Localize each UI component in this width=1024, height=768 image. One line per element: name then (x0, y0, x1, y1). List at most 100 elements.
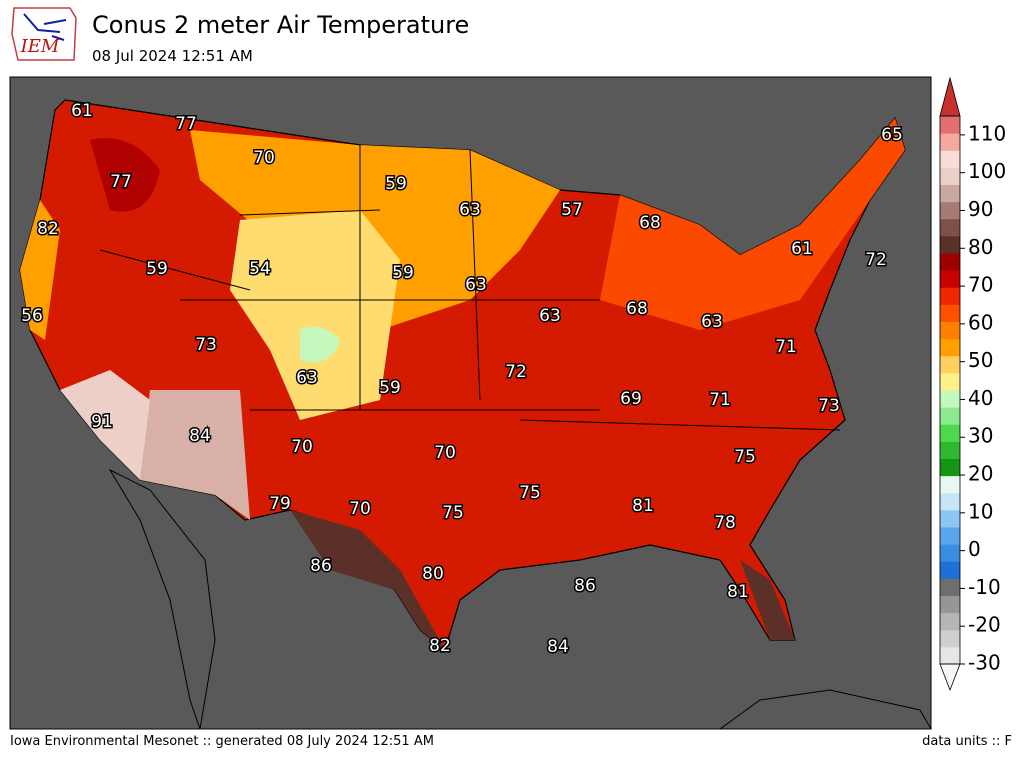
temperature-label: 70 (434, 443, 456, 463)
colorbar-segment (940, 458, 960, 477)
colorbar-tick-label: 70 (968, 273, 993, 297)
temperature-label: 84 (189, 426, 211, 446)
colorbar-tick-label: 60 (968, 310, 993, 334)
temperature-label: 79 (269, 494, 291, 514)
colorbar-tick-label: 10 (968, 499, 993, 523)
title: Conus 2 meter Air Temperature (92, 11, 469, 39)
colorbar-segment (940, 116, 960, 134)
colorbar-segment (940, 629, 960, 648)
temperature-label: 61 (71, 101, 93, 121)
temperature-label: 75 (442, 503, 464, 523)
temperature-label: 72 (505, 362, 527, 382)
temperature-label: 78 (714, 513, 736, 533)
colorbar-segment (940, 578, 960, 596)
temperature-label: 70 (253, 148, 275, 168)
logo: IEM (11, 7, 77, 61)
colorbar-tick-label: 50 (968, 348, 993, 372)
colorbar-segment (940, 355, 960, 374)
colorbar-segment (940, 201, 960, 220)
temperature-label: 75 (734, 447, 756, 467)
temperature-label: 77 (175, 114, 197, 134)
colorbar-tick-label: 110 (968, 121, 1006, 145)
colorbar-tick-label: -30 (968, 651, 1001, 675)
colorbar-segment (940, 338, 960, 357)
temperature-label: 84 (547, 637, 569, 657)
colorbar-frame (939, 115, 961, 665)
colorbar-over (939, 76, 961, 117)
colorbar-under (939, 663, 961, 692)
colorbar-segment (940, 407, 960, 425)
colorbar-segment (940, 270, 960, 288)
colorbar-segment (940, 441, 960, 459)
colorbar-segment (940, 287, 960, 305)
temperature-label: 81 (727, 582, 749, 602)
temperature-label: 63 (459, 200, 481, 220)
temperature-label: 65 (881, 125, 903, 145)
map (19, 99, 932, 730)
footer-left: Iowa Environmental Mesonet :: generated … (10, 734, 434, 749)
temperature-label: 59 (146, 259, 168, 279)
colorbar-tick-label: 80 (968, 235, 993, 259)
colorbar-segment (940, 492, 960, 511)
subtitle: 08 Jul 2024 12:51 AM (92, 47, 253, 65)
temperature-label: 77 (110, 172, 132, 192)
colorbar-tick-label: 30 (968, 424, 993, 448)
temperature-label: 63 (465, 275, 487, 295)
temperature-label: 59 (392, 263, 414, 283)
temperature-label: 81 (632, 496, 654, 516)
colorbar-segment (940, 509, 960, 528)
colorbar-segment (940, 527, 960, 545)
temperature-label: 68 (639, 213, 661, 233)
temperature-label: 54 (249, 259, 271, 279)
colorbar-segment (940, 595, 960, 614)
temperature-label: 80 (422, 564, 444, 584)
colorbar-segment (940, 150, 960, 168)
colorbar-tick-label: 90 (968, 197, 993, 221)
temperature-label: 56 (21, 306, 43, 326)
temperature-label: 86 (310, 556, 332, 576)
temperature-label: 71 (709, 390, 731, 410)
footer-right: data units :: F (922, 734, 1012, 749)
logo-text: IEM (20, 36, 60, 57)
temperature-label: 69 (620, 389, 642, 409)
colorbar-segment (940, 646, 960, 665)
temperature-label: 82 (429, 636, 451, 656)
colorbar-segment (940, 235, 960, 254)
temperature-label: 63 (539, 306, 561, 326)
temperature-label: 73 (195, 335, 217, 355)
colorbar-tick-label: 40 (968, 386, 993, 410)
colorbar-segment (940, 424, 960, 442)
colorbar-segment (940, 390, 960, 408)
temperature-label: 72 (865, 250, 887, 270)
colorbar-segment (940, 133, 960, 151)
temperature-labels: 61 77 70 59 63 57 68 65 77 82 59 54 59 63 61 72 56 73 63 63… (20, 100, 905, 659)
temperature-label: 70 (291, 437, 313, 457)
colorbar-tick-label: -10 (968, 575, 1001, 599)
colorbar-segment (940, 372, 960, 391)
temperature-label: 59 (385, 174, 407, 194)
temperature-label: 82 (37, 219, 59, 239)
temperature-label: 61 (791, 239, 813, 259)
colorbar-segment (940, 218, 960, 237)
colorbar-tick-label: 100 (968, 159, 1006, 183)
colorbar-segment (940, 184, 960, 203)
temperature-label: 71 (775, 337, 797, 357)
colorbar: -30 -20 -10 0 10 20 30 40 50 60 70 80 90 100 110 (939, 76, 1006, 692)
colorbar-tick-label: -20 (968, 613, 1001, 637)
colorbar-tick-label: 20 (968, 462, 993, 486)
colorbar-segment (940, 304, 960, 322)
colorbar-tick-label: 0 (968, 537, 981, 561)
temperature-label: 57 (561, 200, 583, 220)
colorbar-segment (940, 612, 960, 631)
temperature-label: 75 (519, 483, 541, 503)
colorbar-segment (940, 321, 960, 340)
colorbar-segment (940, 475, 960, 494)
temperature-label: 59 (379, 378, 401, 398)
temperature-label: 68 (626, 299, 648, 319)
temperature-label: 63 (296, 368, 318, 388)
colorbar-segment (940, 544, 960, 562)
colorbar-segment (940, 167, 960, 185)
temperature-label: 70 (349, 499, 371, 519)
temperature-label: 86 (574, 576, 596, 596)
